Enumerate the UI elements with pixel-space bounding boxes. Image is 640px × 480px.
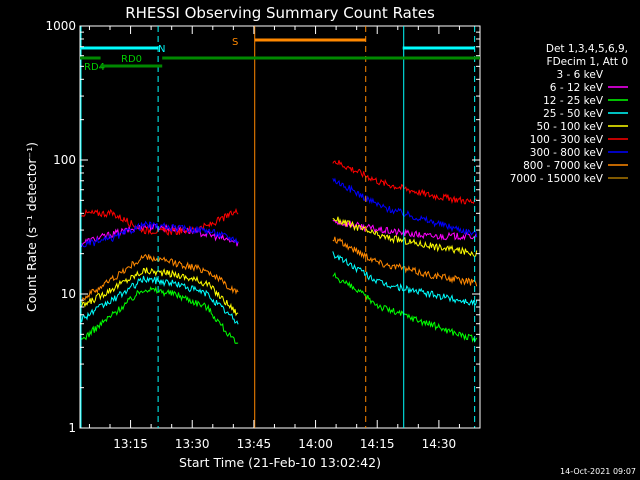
- series-line-100_300keV-after: [332, 160, 477, 205]
- legend-header-2: FDecim 1, Att 0: [547, 56, 628, 68]
- plot-frame: [79, 25, 481, 429]
- series-line-25_50keV-before: [80, 275, 239, 325]
- annotation-layer: RD0 RD4 N S: [80, 26, 480, 428]
- series-line-3_6keV-after: [332, 231, 478, 267]
- night-label: N: [158, 44, 165, 55]
- legend-label: 300 - 800 keV: [530, 147, 604, 159]
- series-line-3_6keV-before: [80, 236, 239, 260]
- legend-label: 100 - 300 keV: [530, 134, 604, 146]
- series-line-800_7000keV-before: [80, 254, 239, 304]
- series-line-6_12keV-after: [332, 219, 477, 241]
- x-tick-label: 13:45: [237, 437, 272, 451]
- legend-label: 12 - 25 keV: [543, 95, 604, 107]
- series-line-12_25keV-before: [80, 285, 239, 344]
- legend: Det 1,3,4,5,6,9, FDecim 1, Att 0 3 - 6 k…: [510, 43, 628, 185]
- rd0-label: RD0: [121, 54, 142, 65]
- plot-area: [79, 25, 481, 429]
- legend-label: 6 - 12 keV: [550, 82, 604, 94]
- y-tick-label: 100: [53, 153, 76, 167]
- x-axis-title: Start Time (21-Feb-10 13:02:42): [179, 455, 381, 470]
- series-line-12_25keV-after: [332, 272, 478, 343]
- series-line-6_12keV-before: [80, 223, 239, 248]
- rd4-label: RD4: [84, 62, 105, 73]
- series-line-300_800keV-after: [332, 177, 478, 238]
- series-line-25_50keV-after: [332, 251, 478, 307]
- x-tick-label: 14:15: [360, 437, 395, 451]
- x-tick-label: 13:15: [113, 437, 148, 451]
- x-tick-label: 13:30: [175, 437, 210, 451]
- chart-title: RHESSI Observing Summary Count Rates: [125, 4, 435, 22]
- x-tick-label: 14:30: [422, 437, 457, 451]
- legend-label: 7000 - 15000 keV: [510, 173, 604, 185]
- legend-label: 800 - 7000 keV: [523, 160, 604, 172]
- legend-header-1: Det 1,3,4,5,6,9,: [546, 43, 628, 55]
- axes: 1 10 100 1000 13:15 13:30 13:45 14:00 14:15 14:30: [45, 19, 480, 451]
- legend-label: 50 - 100 keV: [536, 121, 603, 133]
- series-line-800_7000keV-after: [332, 236, 478, 287]
- y-tick-label: 1: [68, 421, 76, 435]
- series-line-50_100keV-after: [332, 216, 478, 257]
- legend-label: 25 - 50 keV: [543, 108, 604, 120]
- x-tick-label: 14:00: [298, 437, 333, 451]
- y-axis-title: Count Rate (s⁻¹ detector⁻¹): [24, 142, 39, 312]
- y-tick-label: 10: [61, 287, 76, 301]
- timestamp: 14-Oct-2021 09:07: [560, 467, 636, 476]
- series-line-300_800keV-before: [80, 220, 239, 248]
- y-tick-label: 1000: [45, 19, 76, 33]
- saa-label: S: [232, 37, 238, 48]
- legend-label: 3 - 6 keV: [556, 69, 603, 81]
- series-line-50_100keV-before: [80, 267, 239, 317]
